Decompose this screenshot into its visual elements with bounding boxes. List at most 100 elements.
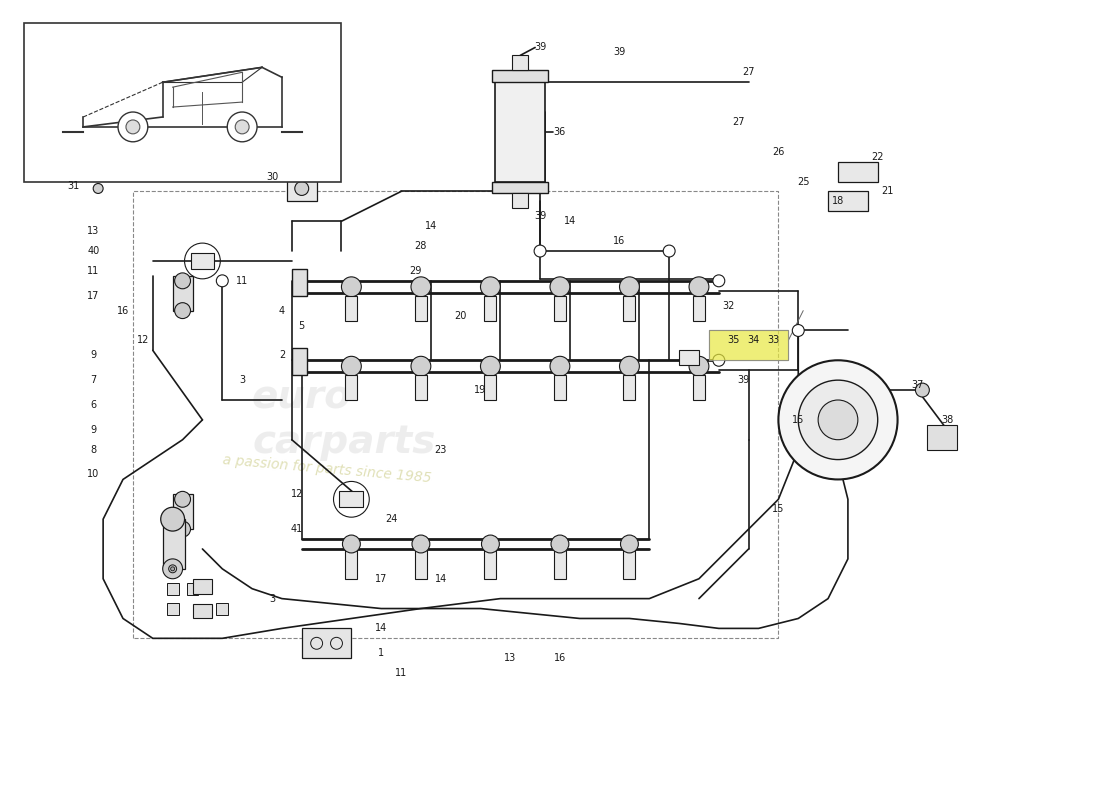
- Text: 13: 13: [87, 226, 99, 236]
- Text: 11: 11: [395, 668, 407, 678]
- Bar: [415, 296, 427, 321]
- Circle shape: [342, 535, 361, 553]
- Text: 28: 28: [415, 241, 427, 251]
- Text: 15: 15: [792, 415, 804, 425]
- Text: 14: 14: [375, 623, 387, 634]
- Text: 41: 41: [290, 524, 303, 534]
- Text: 16: 16: [117, 306, 129, 316]
- Text: 10: 10: [87, 470, 99, 479]
- Circle shape: [163, 559, 183, 578]
- Circle shape: [481, 277, 500, 297]
- Bar: [693, 375, 705, 400]
- Bar: [415, 375, 427, 400]
- Bar: [173, 276, 192, 310]
- Text: 29: 29: [409, 266, 422, 276]
- Bar: [927, 425, 957, 450]
- Bar: [493, 182, 548, 194]
- Text: 6: 6: [90, 400, 97, 410]
- Circle shape: [175, 302, 190, 318]
- Circle shape: [341, 356, 361, 376]
- Text: 4: 4: [278, 306, 285, 316]
- Bar: [167, 582, 178, 594]
- Circle shape: [535, 245, 546, 257]
- Text: 14: 14: [425, 222, 437, 231]
- Circle shape: [175, 491, 190, 507]
- Bar: [173, 494, 192, 529]
- Bar: [624, 296, 636, 321]
- Text: 27: 27: [733, 117, 745, 127]
- Bar: [292, 348, 307, 375]
- Circle shape: [175, 273, 190, 289]
- Text: 33: 33: [768, 335, 780, 346]
- Text: 39: 39: [534, 42, 547, 53]
- Bar: [340, 491, 363, 507]
- Text: 40: 40: [87, 246, 99, 256]
- Circle shape: [235, 120, 249, 134]
- Bar: [624, 549, 636, 578]
- Circle shape: [550, 277, 570, 297]
- Circle shape: [411, 277, 431, 297]
- Text: 3: 3: [268, 594, 275, 604]
- Circle shape: [550, 356, 570, 376]
- Bar: [838, 162, 878, 182]
- Text: 22: 22: [871, 152, 884, 162]
- Bar: [495, 82, 544, 182]
- Text: 34: 34: [748, 335, 760, 346]
- Text: 11: 11: [236, 276, 249, 286]
- Bar: [708, 330, 789, 360]
- Text: 19: 19: [474, 385, 486, 395]
- Bar: [624, 375, 636, 400]
- Text: a passion for parts since 1985: a passion for parts since 1985: [222, 454, 432, 486]
- Bar: [345, 375, 358, 400]
- Text: 12: 12: [290, 490, 303, 499]
- Text: 39: 39: [534, 211, 547, 222]
- Circle shape: [663, 245, 675, 257]
- Text: 21: 21: [881, 186, 894, 197]
- Text: 16: 16: [553, 653, 566, 663]
- Text: 16: 16: [614, 236, 626, 246]
- Bar: [828, 191, 868, 211]
- Bar: [190, 253, 214, 269]
- Bar: [554, 549, 565, 578]
- Text: 18: 18: [832, 196, 844, 206]
- Text: 35: 35: [727, 335, 740, 346]
- Circle shape: [482, 535, 499, 553]
- Text: 9: 9: [90, 350, 97, 360]
- Bar: [24, 22, 341, 182]
- Circle shape: [168, 565, 177, 573]
- Text: 27: 27: [742, 67, 755, 78]
- Bar: [484, 549, 496, 578]
- Bar: [217, 602, 229, 614]
- Text: 25: 25: [798, 177, 810, 186]
- Bar: [345, 296, 358, 321]
- Text: 38: 38: [942, 415, 954, 425]
- Bar: [163, 519, 185, 569]
- Circle shape: [799, 380, 878, 459]
- Bar: [484, 375, 496, 400]
- Text: 17: 17: [375, 574, 387, 584]
- Circle shape: [411, 356, 431, 376]
- Circle shape: [295, 182, 309, 195]
- Text: 26: 26: [772, 146, 784, 157]
- Text: 20: 20: [454, 310, 466, 321]
- Text: 30: 30: [266, 171, 278, 182]
- Circle shape: [689, 356, 708, 376]
- Bar: [708, 330, 789, 360]
- Circle shape: [619, 277, 639, 297]
- Circle shape: [94, 183, 103, 194]
- Circle shape: [126, 120, 140, 134]
- Text: 9: 9: [90, 425, 97, 434]
- Text: 14: 14: [434, 574, 447, 584]
- Text: 39: 39: [614, 47, 626, 58]
- Bar: [415, 549, 427, 578]
- Bar: [513, 194, 528, 208]
- Text: 2: 2: [278, 350, 285, 360]
- Text: 11: 11: [87, 266, 99, 276]
- Text: 32: 32: [723, 301, 735, 310]
- Bar: [187, 582, 198, 594]
- Circle shape: [619, 356, 639, 376]
- Circle shape: [551, 535, 569, 553]
- Circle shape: [713, 275, 725, 286]
- Circle shape: [118, 112, 147, 142]
- Text: 8: 8: [90, 445, 97, 454]
